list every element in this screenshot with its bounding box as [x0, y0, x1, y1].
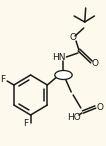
- Text: F: F: [23, 119, 28, 128]
- Text: Abs: Abs: [57, 72, 70, 78]
- Ellipse shape: [55, 71, 72, 80]
- Text: O: O: [97, 104, 104, 113]
- Text: HN: HN: [52, 53, 65, 62]
- Text: F: F: [0, 75, 5, 85]
- Text: HO: HO: [67, 113, 81, 122]
- Text: O: O: [70, 33, 77, 42]
- Text: O: O: [92, 60, 99, 68]
